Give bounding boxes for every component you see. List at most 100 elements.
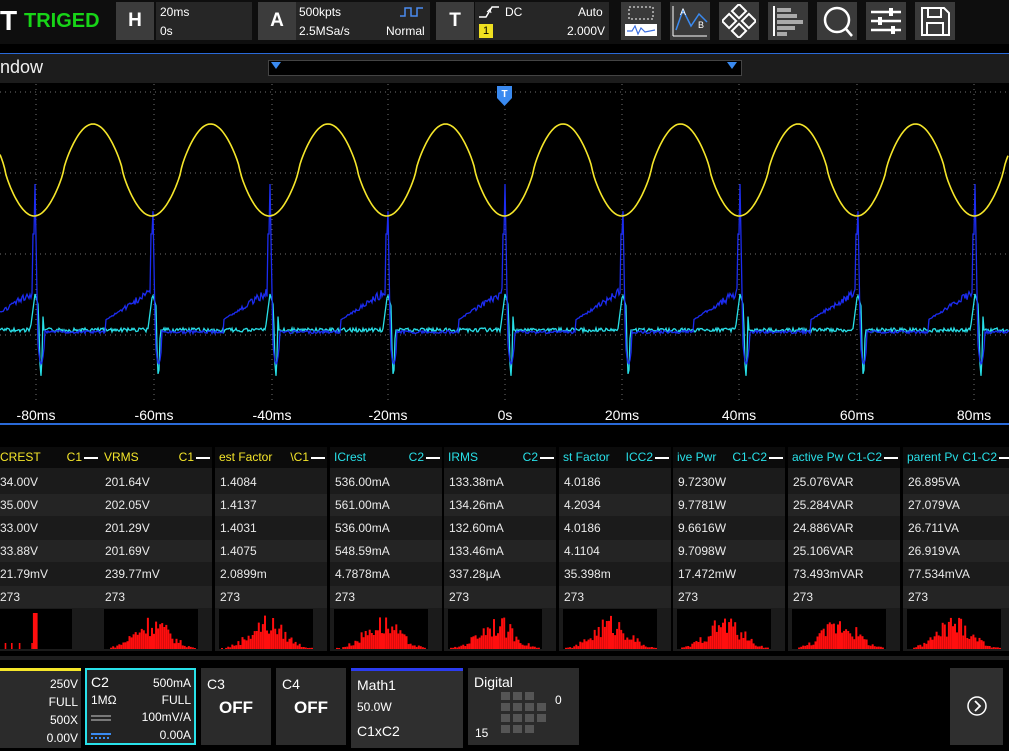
- histogram-bar: [685, 646, 688, 649]
- waveform-display[interactable]: T -80ms -60ms -40ms -20ms 0s 20ms 40ms 60ms 80ms: [0, 84, 1009, 424]
- histogram-bar: [800, 646, 803, 649]
- histogram-bar: [966, 638, 969, 649]
- measure-column-8[interactable]: parent Pv C1-C2 26.895VA 27.079VA 26.711VA 26…: [903, 447, 1009, 651]
- histogram-bar: [169, 633, 172, 649]
- search-icon[interactable]: [817, 2, 857, 40]
- window-position-bar[interactable]: [268, 60, 742, 76]
- settings-icon[interactable]: [866, 2, 906, 40]
- histogram-bar: [368, 629, 371, 649]
- channel2-panel[interactable]: C2 500mA 1MΩ FULL 100mV/A 0.00A: [85, 668, 196, 745]
- histogram-bar: [638, 641, 641, 649]
- measure-column-3[interactable]: ICrest C2 536.00mA 561.00mA 536.00mA 548.59mA…: [330, 447, 442, 651]
- measure-column-4[interactable]: IRMS C2 133.38mA 134.26mA 132.60mA 133.46mA 33…: [444, 447, 556, 651]
- histogram-bar: [853, 639, 856, 649]
- histogram-bar: [614, 635, 617, 649]
- measure-column-0[interactable]: CREST C1 34.00V 35.00V 33.00V 33.88V 21.79mV 27…: [0, 447, 100, 651]
- histogram-bar: [493, 619, 495, 649]
- histogram-bar: [419, 646, 422, 649]
- sample-rate: 2.5MSa/s: [299, 24, 350, 38]
- trigger-position-marker[interactable]: T: [497, 86, 512, 106]
- histogram-bar: [575, 644, 578, 649]
- ch3-state: OFF: [219, 698, 253, 717]
- time-tick-label: -40ms: [253, 407, 292, 423]
- horizontal-button[interactable]: H: [116, 2, 154, 40]
- histogram-bar: [381, 633, 383, 649]
- measure-name: est Factor: [219, 450, 273, 464]
- measure-header[interactable]: est Factor \C1: [215, 447, 327, 468]
- histogram-bar: [138, 632, 141, 649]
- histogram-bar: [423, 647, 426, 649]
- trigger-mode: Auto: [578, 5, 603, 19]
- analysis-icon[interactable]: [719, 2, 759, 40]
- measure-header[interactable]: active Pw C1-C2: [788, 447, 900, 468]
- trigger-panel[interactable]: DC Auto 1 2.000V: [475, 2, 609, 40]
- histogram-bar: [454, 646, 457, 649]
- measure-value: 548.59mA: [330, 540, 442, 562]
- measure-icon[interactable]: [621, 2, 661, 40]
- measure-value: 201.64V: [100, 471, 212, 493]
- measure-column-1[interactable]: VRMS C1 201.64V 202.05V 201.29V 201.69V 239.77…: [100, 447, 212, 651]
- waveform-traces: [0, 123, 1009, 376]
- measure-header[interactable]: CREST C1: [0, 447, 100, 468]
- window-label: ndow: [0, 57, 44, 77]
- histogram-bar: [701, 642, 704, 649]
- histogram-bar: [243, 639, 246, 649]
- measure-column-5[interactable]: st Factor ICC2 4.0186 4.2034 4.0186 4.1104 35.…: [559, 447, 671, 651]
- histogram-bar: [151, 627, 153, 649]
- measure-menu-icon: [84, 457, 98, 459]
- histogram-icon[interactable]: [768, 2, 808, 40]
- trigger-status[interactable]: TRIGED: [24, 10, 100, 32]
- histogram-bar: [652, 647, 655, 649]
- histogram-bar: [937, 635, 940, 649]
- histogram-bar: [591, 640, 594, 649]
- digital-panel[interactable]: Digital 0 15: [468, 668, 579, 745]
- math1-panel[interactable]: Math1 50.0W C1xC2: [351, 668, 463, 748]
- histogram-bar: [130, 637, 133, 649]
- measure-value: 2.0899m: [215, 563, 327, 585]
- histogram-bar: [161, 623, 164, 649]
- measure-header[interactable]: VRMS C1: [100, 447, 212, 468]
- measure-column-6[interactable]: ive Pwr C1-C2 9.7230W 9.7781W 9.6616W 9.7098W…: [673, 447, 785, 651]
- measure-value: 273: [444, 586, 556, 608]
- measure-header[interactable]: IRMS C2: [444, 447, 556, 468]
- histogram-bar: [687, 646, 690, 649]
- channel3-panel[interactable]: C3 OFF: [201, 668, 271, 745]
- histogram-bar: [374, 630, 377, 649]
- save-icon[interactable]: [915, 2, 955, 40]
- acquire-panel[interactable]: 500kpts 2.5MSa/s Normal: [296, 2, 430, 40]
- measure-column-2[interactable]: est Factor \C1 1.4084 1.4137 1.4031 1.4075 2.0…: [215, 447, 327, 651]
- histogram-bar: [589, 638, 592, 649]
- channel1-panel[interactable]: 250V FULL 500X 0.00V: [0, 668, 81, 748]
- histogram-bar: [118, 644, 121, 649]
- measure-header[interactable]: st Factor ICC2: [559, 447, 671, 468]
- trigger-button[interactable]: T: [436, 2, 474, 40]
- histogram-bar: [134, 632, 137, 649]
- channel4-panel[interactable]: C4 OFF: [276, 668, 346, 745]
- horizontal-panel[interactable]: 20ms 0s: [156, 2, 252, 40]
- acquire-button[interactable]: A: [258, 2, 296, 40]
- histogram-bar: [450, 647, 452, 649]
- histogram-bar: [941, 622, 944, 649]
- window-right-marker: [727, 62, 737, 69]
- histogram-bar: [738, 639, 741, 649]
- histogram-bar: [923, 642, 926, 649]
- histogram-bar: [695, 641, 698, 649]
- measure-header[interactable]: ICrest C2: [330, 447, 442, 468]
- histogram-bar: [221, 648, 223, 649]
- histogram-bar: [618, 622, 621, 649]
- histogram-bar: [565, 647, 567, 649]
- measure-value: 33.00V: [0, 517, 100, 539]
- histogram-bar: [306, 648, 309, 649]
- histogram-bar: [191, 647, 194, 649]
- measure-source: C1-C2: [732, 450, 767, 464]
- measure-value: 9.7230W: [673, 471, 785, 493]
- measure-column-7[interactable]: active Pw C1-C2 25.076VAR 25.284VAR 24.886VA…: [788, 447, 900, 651]
- histogram-bar: [484, 635, 487, 649]
- measure-header[interactable]: ive Pwr C1-C2: [673, 447, 785, 468]
- next-page-button[interactable]: [950, 668, 1003, 745]
- histogram-bar: [366, 635, 369, 649]
- histogram-bar: [599, 637, 602, 649]
- measure-header[interactable]: parent Pv C1-C2: [903, 447, 1009, 468]
- measure-value: 1.4137: [215, 494, 327, 516]
